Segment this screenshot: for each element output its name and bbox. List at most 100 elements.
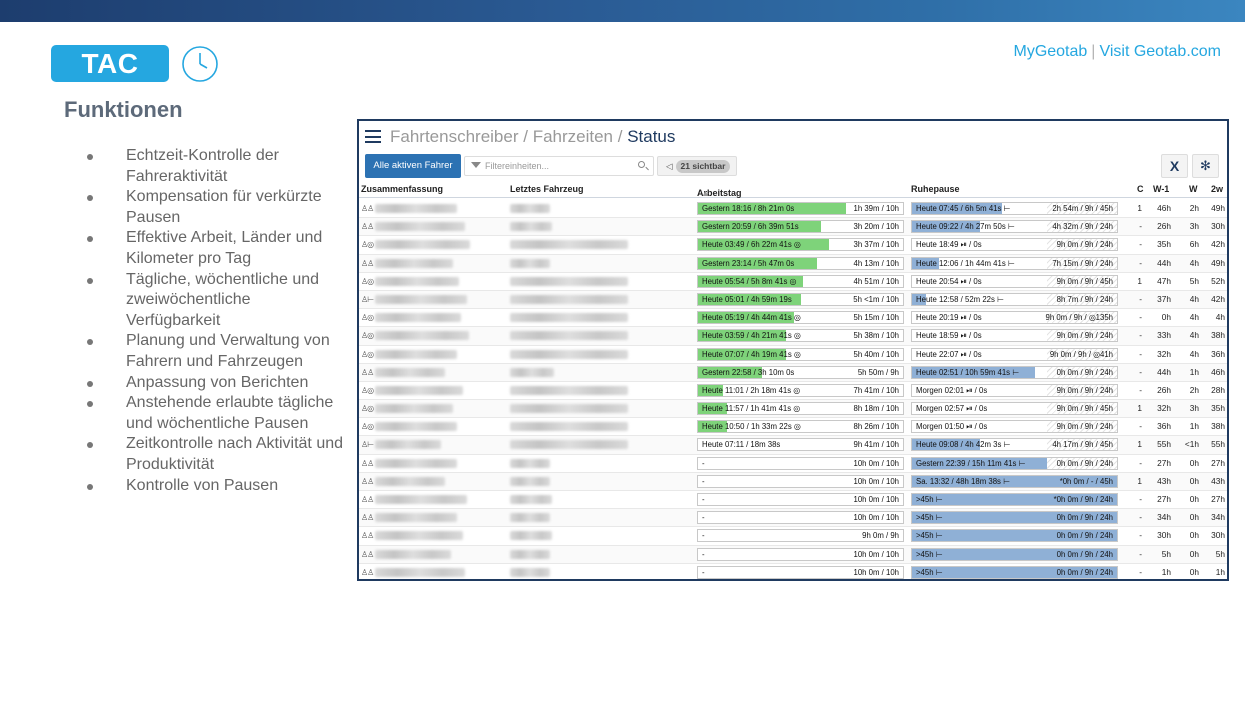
workday-text: Heute 03:49 / 6h 22m 41s ◎ xyxy=(702,240,801,250)
workday-bar: Gestern 20:59 / 6h 39m 51s 3h 20m / 10h xyxy=(697,220,904,234)
driver-status-icon: ♙◎ xyxy=(361,240,374,250)
workday-progress xyxy=(698,348,787,360)
cell-w: 4h xyxy=(1189,257,1199,268)
table-row[interactable]: ♙♙ - 10h 0m / 10h >45h ⊢ *0h 0m / 9h / 24h - 2… xyxy=(359,491,1227,510)
workday-remaining: 8h 26m / 10h xyxy=(853,422,899,432)
menu-icon[interactable] xyxy=(365,130,381,143)
table-row[interactable]: ♙◎ Heute 10:50 / 1h 33m 22s ◎ 8h 26m / 10h… xyxy=(359,418,1227,437)
visit-geotab-link[interactable]: Visit Geotab.com xyxy=(1099,43,1221,60)
cell-w: 4h xyxy=(1189,312,1199,323)
table-row[interactable]: ♙◎ Heute 07:07 / 4h 19m 41s ◎ 5h 40m / 10h… xyxy=(359,346,1227,364)
col-summary[interactable]: Zusammenfassung xyxy=(361,184,444,194)
table-row[interactable]: ♙◎ Heute 05:54 / 5h 8m 41s ◎ 4h 51m / 10h H… xyxy=(359,273,1227,291)
rest-hatch xyxy=(1047,221,1117,233)
mygeotab-link[interactable]: MyGeotab xyxy=(1013,43,1088,60)
vehicle-name-redacted xyxy=(510,385,628,395)
table-row[interactable]: ♙♙ - 9h 0m / 9h >45h ⊢ 0h 0m / 9h / 24h - 30h 0… xyxy=(359,527,1227,546)
cell-2w: 52h xyxy=(1211,275,1225,286)
driver-name-redacted xyxy=(375,458,457,468)
cell-2w: 38h xyxy=(1211,330,1225,341)
workday-remaining: 4h 13m / 10h xyxy=(853,258,899,268)
table-row[interactable]: ♙◎ Heute 11:01 / 2h 18m 41s ◎ 7h 41m / 10h… xyxy=(359,382,1227,401)
rest-hatch xyxy=(1047,439,1117,451)
table-row[interactable]: ♙◎ Heute 05:19 / 4h 44m 41s ◎ 5h 15m / 10h… xyxy=(359,309,1227,328)
breadcrumb-part[interactable]: Fahrzeiten xyxy=(532,127,614,146)
rest-progress xyxy=(912,293,927,305)
excel-export-button[interactable]: X xyxy=(1161,154,1188,178)
page-title: Status xyxy=(627,127,676,146)
workday-bar: - 10h 0m / 10h xyxy=(697,511,904,525)
tac-badge: TAC xyxy=(51,45,169,82)
feature-list: Echtzeit-Kontrolle der Fahreraktivität K… xyxy=(84,146,346,496)
workday-remaining: 1h 39m / 10h xyxy=(853,204,899,213)
cell-c: - xyxy=(1139,257,1142,268)
cell-2w: 27h xyxy=(1211,494,1225,504)
table-row[interactable]: ♙♙ - 10h 0m / 10h Gestern 22:39 / 15h 11m 4… xyxy=(359,455,1227,473)
cell-2w: 36h xyxy=(1211,348,1225,359)
breadcrumb-part[interactable]: Fahrtenschreiber xyxy=(390,127,519,146)
active-drivers-button[interactable]: Alle aktiven Fahrer xyxy=(365,154,461,178)
vehicle-name-redacted xyxy=(510,222,552,232)
table-row[interactable]: ♙⊢ Heute 05:01 / 4h 59m 19s 5h <1m / 10h He… xyxy=(359,290,1227,310)
table-row[interactable]: ♙♙ - 10h 0m / 10h >45h ⊢ 0h 0m / 9h / 24h - 5h… xyxy=(359,545,1227,564)
cell-w: 6h xyxy=(1189,239,1199,250)
workday-remaining: 9h 41m / 10h xyxy=(853,440,899,450)
cell-w: 0h xyxy=(1189,475,1199,486)
driver-name-redacted xyxy=(375,331,469,341)
workday-text: Gestern 23:14 / 5h 47m 0s xyxy=(702,258,795,268)
workday-remaining: 10h 0m / 10h xyxy=(853,476,899,486)
rest-remaining: 9h 0m / 9h / ◎41h xyxy=(1049,349,1113,359)
filter-input[interactable]: Filtereinheiten... xyxy=(464,156,654,176)
cell-w: 0h xyxy=(1189,530,1199,541)
driver-name-redacted xyxy=(375,258,453,268)
col-w[interactable]: W xyxy=(1189,184,1198,194)
workday-text: Heute 03:59 / 4h 21m 41s ◎ xyxy=(702,331,801,341)
rest-remaining: 0h 0m / 9h / 24h xyxy=(1056,531,1113,541)
rest-text: Heute 02:51 / 10h 59m 41s ⊢ xyxy=(916,367,1020,377)
rest-bar: Morgen 02:57 ⏯ / 0s 9h 0m / 9h / 45h xyxy=(911,402,1118,416)
table-row[interactable]: ♙⊢ Heute 07:11 / 18m 38s 9h 41m / 10h Heute… xyxy=(359,436,1227,455)
table-row[interactable]: ♙♙ Gestern 22:58 / 3h 10m 0s 5h 50m / 9h He… xyxy=(359,363,1227,382)
driver-status-icon: ♙◎ xyxy=(361,422,374,432)
cell-2w: 42h xyxy=(1211,293,1225,304)
cell-2w: 49h xyxy=(1211,203,1225,213)
table-row[interactable]: ♙♙ - 10h 0m / 10h >45h ⊢ 0h 0m / 9h / 24h - 1h… xyxy=(359,564,1227,579)
cell-2w: 35h xyxy=(1211,403,1225,414)
table-row[interactable]: ♙♙ Gestern 18:16 / 8h 21m 0s 1h 39m / 10h H… xyxy=(359,200,1227,219)
col-rest[interactable]: Ruhepause xyxy=(911,184,960,194)
table-row[interactable]: ♙♙ - 10h 0m / 10h >45h ⊢ 0h 0m / 9h / 24h - 34… xyxy=(359,509,1227,528)
cell-w1: 1h xyxy=(1161,566,1171,577)
table-row[interactable]: ♙♙ Gestern 20:59 / 6h 39m 51s 3h 20m / 10h… xyxy=(359,218,1227,237)
filter-placeholder: Filtereinheiten... xyxy=(485,161,550,171)
rest-bar: Heute 22:07 ⏯ / 0s 9h 0m / 9h / ◎41h xyxy=(911,347,1118,361)
workday-remaining: 5h 15m / 10h xyxy=(853,313,899,323)
rest-hatch xyxy=(1047,457,1117,469)
col-w1[interactable]: W-1 xyxy=(1153,184,1170,194)
cell-2w: 30h xyxy=(1211,530,1225,541)
rest-progress xyxy=(912,566,1117,578)
col-c[interactable]: C xyxy=(1137,184,1144,194)
table-row[interactable]: ♙♙ Gestern 23:14 / 5h 47m 0s 4h 13m / 10h H… xyxy=(359,254,1227,273)
rest-hatch xyxy=(1047,312,1117,324)
settings-button[interactable]: ✻ xyxy=(1192,154,1219,178)
visible-count-toggle[interactable]: ◁ 21 sichtbar xyxy=(657,156,737,176)
rest-bar: Heute 20:54 ⏯ / 0s 9h 0m / 9h / 45h xyxy=(911,274,1118,288)
table-row[interactable]: ♙◎ Heute 03:59 / 4h 21m 41s ◎ 5h 38m / 10h… xyxy=(359,327,1227,346)
col-2w[interactable]: 2w xyxy=(1211,184,1224,194)
col-vehicle[interactable]: Letztes Fahrzeug xyxy=(510,184,584,194)
sort-asc-icon: ▲ xyxy=(701,188,710,198)
rest-remaining: 9h 0m / 9h / 45h xyxy=(1056,276,1113,286)
cell-w1: 44h xyxy=(1157,257,1171,268)
cell-w: <1h xyxy=(1184,439,1199,450)
cell-w1: 36h xyxy=(1157,421,1171,432)
table-row[interactable]: ♙◎ Heute 11:57 / 1h 41m 41s ◎ 8h 18m / 10h… xyxy=(359,400,1227,419)
feature-item: Kompensation für verkürzte Pausen xyxy=(84,187,346,228)
rest-hatch xyxy=(1047,403,1117,415)
driver-status-icon: ♙◎ xyxy=(361,331,374,341)
table-row[interactable]: ♙◎ Heute 03:49 / 6h 22m 41s ◎ 3h 37m / 10h… xyxy=(359,236,1227,255)
workday-bar: Heute 07:07 / 4h 19m 41s ◎ 5h 40m / 10h xyxy=(697,347,904,361)
feature-item: Anpassung von Berichten xyxy=(84,373,346,394)
table-row[interactable]: ♙♙ - 10h 0m / 10h Sa. 13:32 / 48h 18m 38s ⊢… xyxy=(359,472,1227,491)
cell-c: - xyxy=(1139,312,1142,323)
rest-progress xyxy=(912,203,1003,214)
